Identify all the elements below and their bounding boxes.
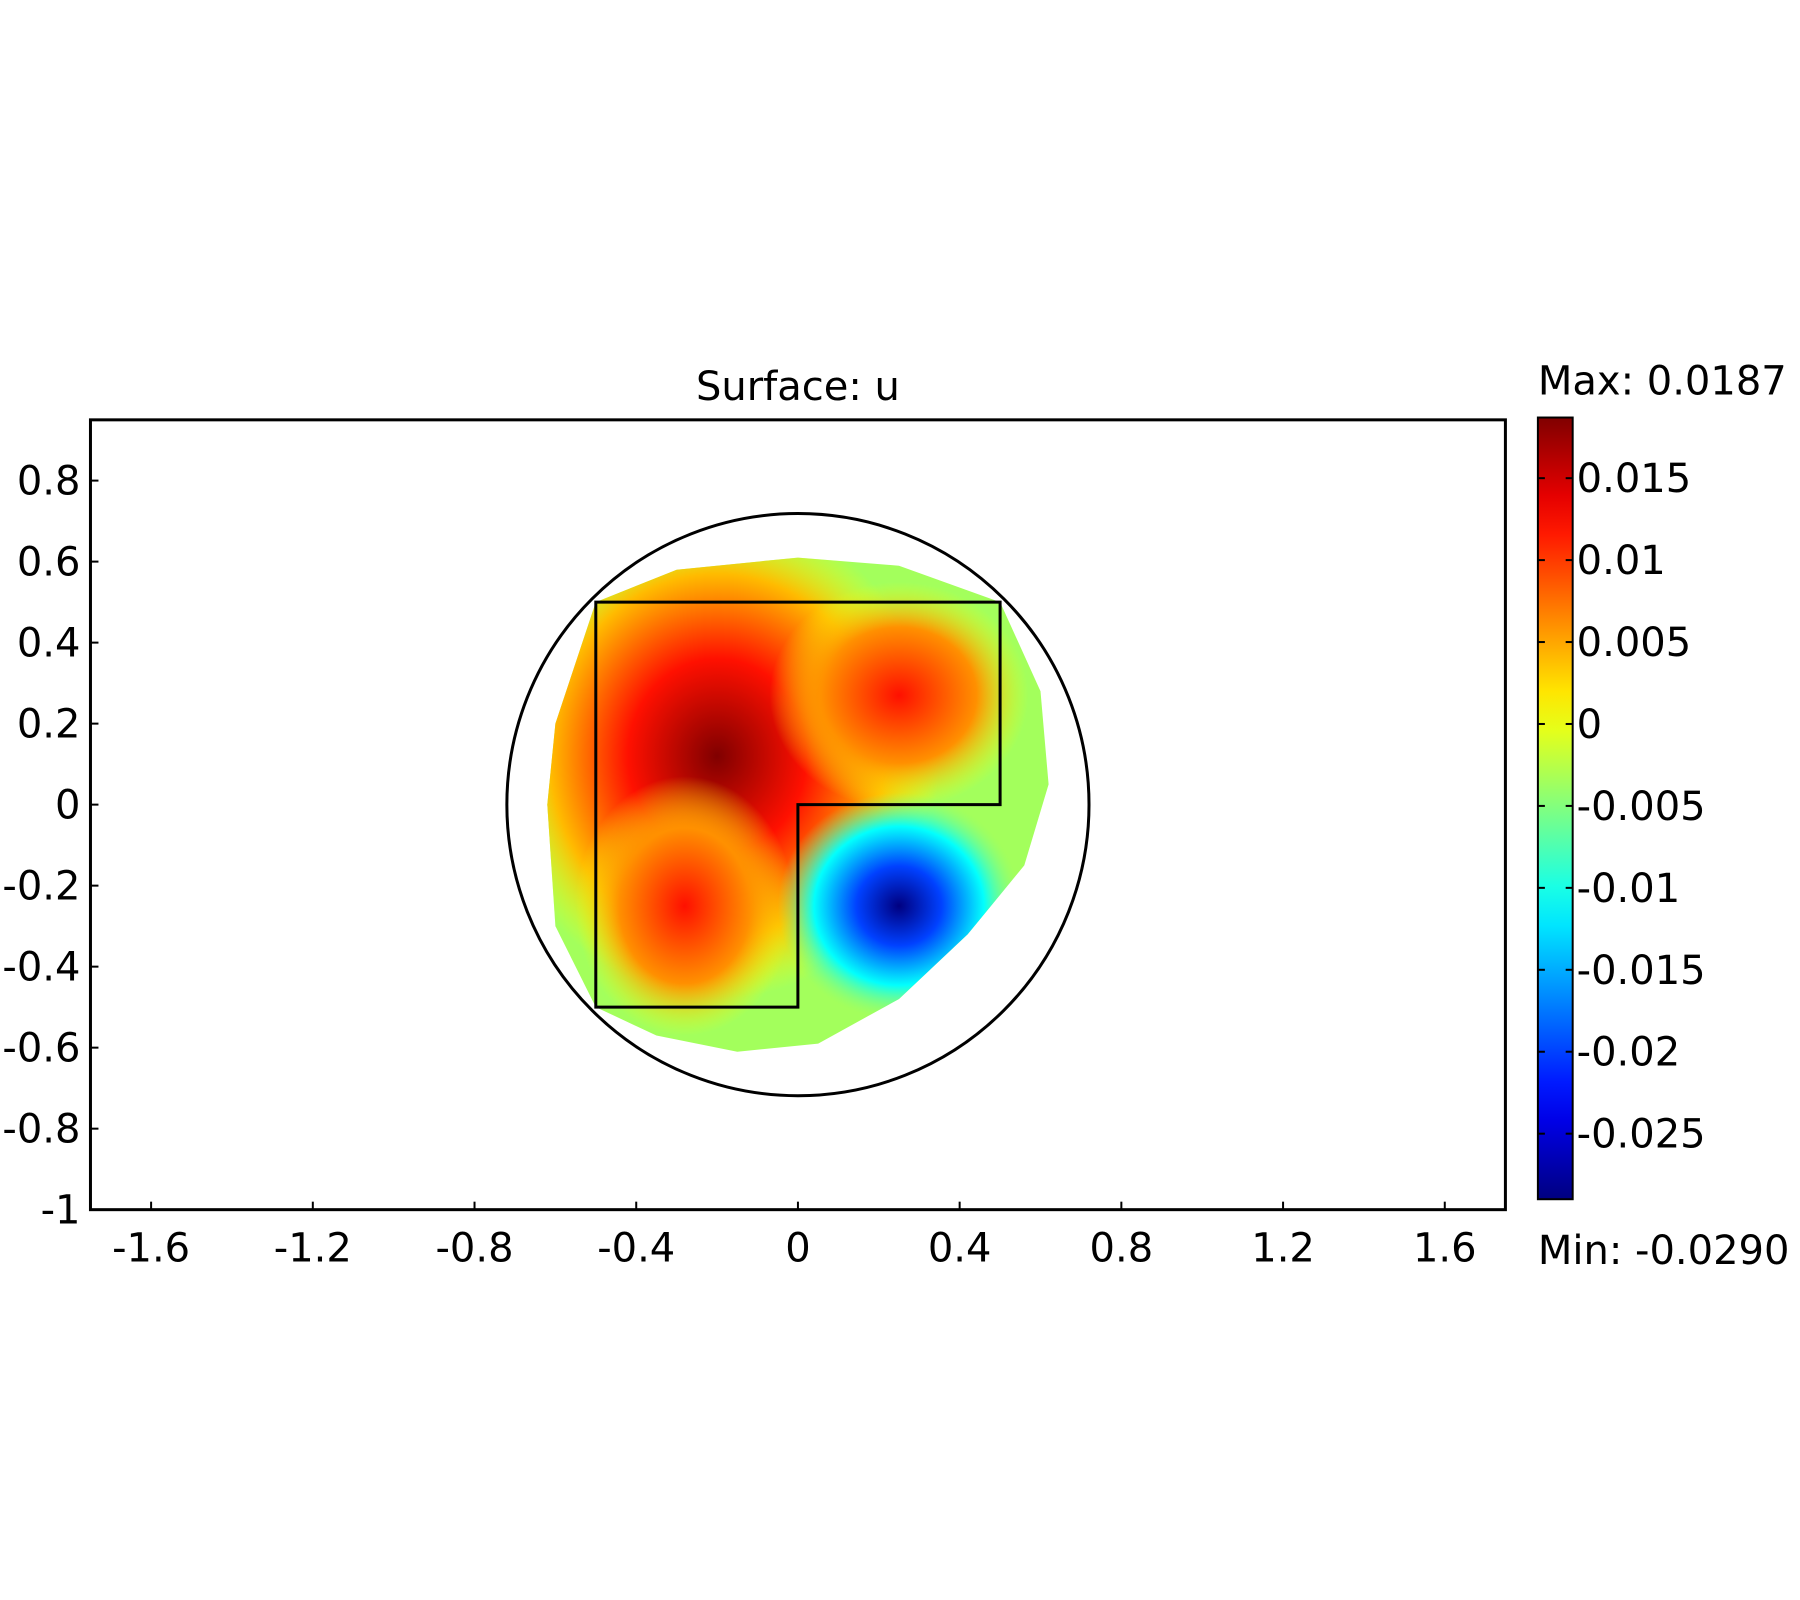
y-tick-label: 0.2 bbox=[17, 702, 81, 748]
colorbar-tick-label: -0.015 bbox=[1577, 948, 1706, 994]
x-tick-label: 0.8 bbox=[1090, 1226, 1154, 1272]
y-tick-label: -0.8 bbox=[2, 1107, 80, 1153]
y-tick-label: 0 bbox=[55, 783, 80, 829]
colorbar-tick-label: 0 bbox=[1577, 702, 1602, 748]
y-tick-label: -0.6 bbox=[2, 1026, 80, 1072]
field-positive-arm-top bbox=[769, 581, 1029, 809]
y-tick-label: -0.4 bbox=[2, 945, 80, 991]
y-tick-label: 0.8 bbox=[17, 459, 81, 505]
x-tick-label: 0 bbox=[785, 1226, 810, 1272]
x-tick-label: 1.6 bbox=[1413, 1226, 1477, 1272]
colorbar-gradient bbox=[1536, 416, 1574, 1201]
colorbar-tick-label: 0.005 bbox=[1577, 620, 1692, 666]
colorbar-tick-label: -0.01 bbox=[1577, 866, 1681, 912]
x-axis: -1.6 -1.2 -0.8 -0.4 0 0.4 0.8 1.2 1.6 bbox=[112, 1201, 1477, 1272]
y-axis: 0.8 0.6 0.4 0.2 0 -0.2 -0.4 -0.6 -0.8 -1 bbox=[2, 459, 99, 1234]
colorbar-tick-label: 0.015 bbox=[1577, 456, 1692, 502]
x-tick-label: -0.4 bbox=[597, 1226, 675, 1272]
colorbar-min-label: Min: -0.0290 bbox=[1538, 1228, 1790, 1274]
colorbar-tick-label: -0.025 bbox=[1577, 1112, 1706, 1158]
y-tick-label: 0.4 bbox=[17, 621, 81, 667]
domain-circle bbox=[505, 512, 1091, 1098]
x-tick-label: -1.2 bbox=[274, 1226, 352, 1272]
x-tick-label: -1.6 bbox=[112, 1226, 190, 1272]
l-shaped-domain bbox=[594, 600, 1002, 1009]
colorbar-tick-label: -0.02 bbox=[1577, 1030, 1681, 1076]
x-tick-label: 1.2 bbox=[1251, 1226, 1315, 1272]
x-tick-label: -0.8 bbox=[435, 1226, 513, 1272]
plot-title: Surface: u bbox=[696, 364, 900, 410]
colorbar-tick-label: 0.01 bbox=[1577, 538, 1666, 584]
colorbar-tick-label: -0.005 bbox=[1577, 784, 1706, 830]
y-tick-label: -0.2 bbox=[2, 864, 80, 910]
colorbar-max-label: Max: 0.0187 bbox=[1538, 358, 1787, 404]
x-tick-label: 0.4 bbox=[928, 1226, 992, 1272]
field-positive-arm-bottom bbox=[575, 776, 794, 1036]
y-tick-label: -1 bbox=[41, 1188, 81, 1234]
colorbar: Max: 0.0187 0.015 0.01 0.005 0 -0.005 -0.01 -0… bbox=[1536, 358, 1790, 1274]
y-tick-label: 0.6 bbox=[17, 540, 81, 586]
